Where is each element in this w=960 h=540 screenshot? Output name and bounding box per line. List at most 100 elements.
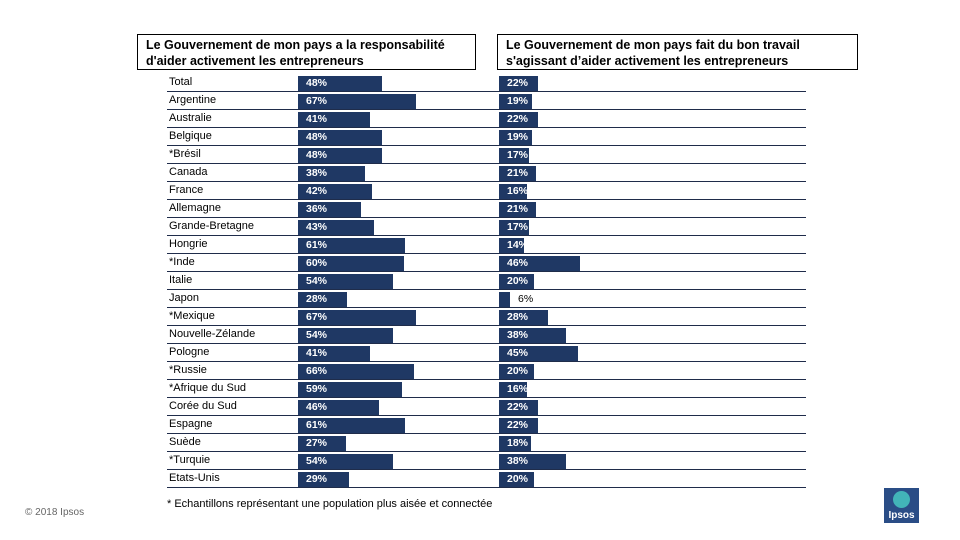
table-row: Etats-Unis 29% 20% xyxy=(167,470,806,488)
table-row: *Inde 60% 46% xyxy=(167,254,806,272)
bar-good-job-value: 20% xyxy=(507,365,529,377)
bar-responsibility-value: 61% xyxy=(306,239,328,251)
bar-responsibility xyxy=(298,400,379,415)
bar-good-job-value: 21% xyxy=(507,167,529,179)
table-row: Nouvelle-Zélande 54% 38% xyxy=(167,326,806,344)
bar-responsibility-value: 48% xyxy=(306,149,328,161)
bar-good-job xyxy=(499,76,538,91)
table-row: Allemagne 36% 21% xyxy=(167,200,806,218)
country-label: *Russie xyxy=(169,364,207,376)
country-label: Belgique xyxy=(169,130,212,142)
table-row: Grande-Bretagne 43% 17% xyxy=(167,218,806,236)
table-row: *Brésil 48% 17% xyxy=(167,146,806,164)
country-label: Allemagne xyxy=(169,202,221,214)
country-label: Italie xyxy=(169,274,193,286)
table-row: Espagne 61% 22% xyxy=(167,416,806,434)
bar-good-job-value: 18% xyxy=(507,437,529,449)
bar-good-job xyxy=(499,148,529,163)
table-row: Pologne 41% 45% xyxy=(167,344,806,362)
country-label: Espagne xyxy=(169,418,213,430)
bar-good-job xyxy=(499,292,510,307)
country-label: Corée du Sud xyxy=(169,400,237,412)
country-label: *Inde xyxy=(169,256,195,268)
bar-good-job xyxy=(499,94,532,109)
bar-responsibility xyxy=(298,238,405,253)
bar-good-job xyxy=(499,184,527,199)
bar-responsibility-value: 59% xyxy=(306,383,328,395)
bar-good-job xyxy=(499,220,529,235)
bar-good-job-value: 16% xyxy=(507,185,529,197)
bar-good-job-value: 20% xyxy=(507,275,529,287)
logo-circle-icon xyxy=(893,491,910,508)
table-row: *Afrique du Sud 59% 16% xyxy=(167,380,806,398)
country-label: Japon xyxy=(169,292,199,304)
table-row: *Turquie 54% 38% xyxy=(167,452,806,470)
bar-responsibility xyxy=(298,94,416,109)
country-label: *Brésil xyxy=(169,148,201,160)
country-label: Nouvelle-Zélande xyxy=(169,328,256,340)
bar-responsibility xyxy=(298,310,416,325)
bar-responsibility xyxy=(298,472,349,487)
bar-responsibility xyxy=(298,328,393,343)
country-label: Etats-Unis xyxy=(169,472,220,484)
bar-responsibility-value: 28% xyxy=(306,293,328,305)
bar-good-job-value: 6% xyxy=(518,293,534,305)
bar-good-job-value: 22% xyxy=(507,77,529,89)
table-row: *Mexique 67% 28% xyxy=(167,308,806,326)
bar-responsibility-value: 48% xyxy=(306,131,328,143)
bar-responsibility-value: 41% xyxy=(306,113,328,125)
country-label: *Turquie xyxy=(169,454,211,466)
bar-responsibility xyxy=(298,112,370,127)
left-chart-title: Le Gouvernement de mon pays a la respons… xyxy=(137,34,476,70)
bar-good-job xyxy=(499,454,566,469)
country-label: Pologne xyxy=(169,346,210,358)
bar-good-job xyxy=(499,130,532,145)
bar-responsibility xyxy=(298,220,374,235)
bar-good-job-value: 38% xyxy=(507,329,529,341)
country-label: *Afrique du Sud xyxy=(169,382,247,394)
bar-responsibility xyxy=(298,418,405,433)
bar-good-job-value: 17% xyxy=(507,221,529,233)
bar-responsibility-value: 42% xyxy=(306,185,328,197)
bar-good-job xyxy=(499,436,531,451)
bar-good-job xyxy=(499,472,534,487)
country-label: France xyxy=(169,184,204,196)
bar-good-job-value: 21% xyxy=(507,203,529,215)
bar-responsibility xyxy=(298,202,361,217)
bar-good-job xyxy=(499,400,538,415)
bar-responsibility xyxy=(298,436,346,451)
bar-responsibility xyxy=(298,76,382,91)
table-row: Australie 41% 22% xyxy=(167,110,806,128)
country-label: Hongrie xyxy=(169,238,208,250)
bar-good-job-value: 46% xyxy=(507,257,529,269)
bar-good-job xyxy=(499,328,566,343)
bar-responsibility xyxy=(298,454,393,469)
bar-responsibility xyxy=(298,292,347,307)
bar-responsibility xyxy=(298,148,382,163)
bar-responsibility-value: 54% xyxy=(306,275,328,287)
table-row: France 42% 16% xyxy=(167,182,806,200)
bar-good-job xyxy=(499,112,538,127)
bar-responsibility-value: 61% xyxy=(306,419,328,431)
bar-good-job xyxy=(499,166,536,181)
bar-good-job-value: 28% xyxy=(507,311,529,323)
table-row: Hongrie 61% 14% xyxy=(167,236,806,254)
bar-good-job xyxy=(499,364,534,379)
bar-good-job-value: 22% xyxy=(507,419,529,431)
bar-responsibility xyxy=(298,184,372,199)
bar-responsibility-value: 43% xyxy=(306,221,328,233)
table-row: Japon 28% 6% xyxy=(167,290,806,308)
bar-responsibility-value: 36% xyxy=(306,203,328,215)
country-label: Grande-Bretagne xyxy=(169,220,254,232)
bar-responsibility xyxy=(298,274,393,289)
bar-responsibility xyxy=(298,130,382,145)
bar-responsibility xyxy=(298,364,414,379)
country-label: Total xyxy=(169,76,193,88)
country-label: *Mexique xyxy=(169,310,215,322)
bar-good-job xyxy=(499,418,538,433)
table-row: Suède 27% 18% xyxy=(167,434,806,452)
bar-responsibility-value: 60% xyxy=(306,257,328,269)
bar-responsibility-value: 48% xyxy=(306,77,328,89)
bar-responsibility-value: 54% xyxy=(306,329,328,341)
